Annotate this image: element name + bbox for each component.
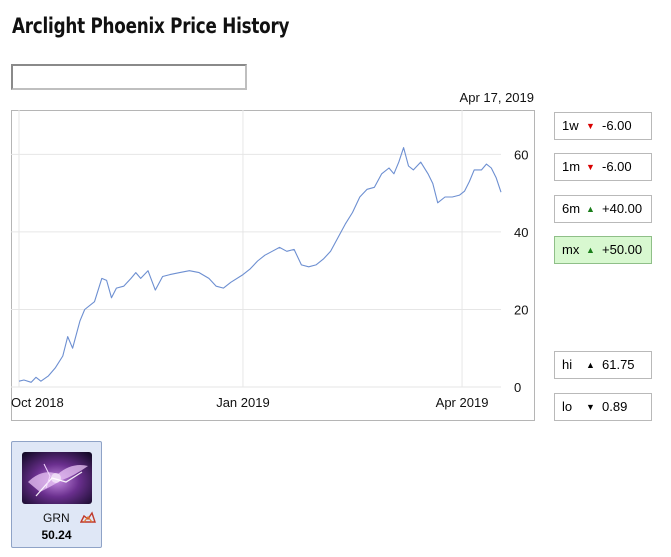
y-tick-label: 40 xyxy=(514,225,528,240)
search-input[interactable] xyxy=(11,64,247,90)
extreme-value: 61.75 xyxy=(602,357,635,372)
change-value: -6.00 xyxy=(602,159,632,174)
arrow-down-icon: ▼ xyxy=(586,162,595,172)
price-history-chart[interactable]: 0 20 40 60 Oct 2018 Jan 2019 Apr 2019 xyxy=(11,110,535,421)
x-tick-label: Apr 2019 xyxy=(436,395,489,410)
arrow-down-icon: ▼ xyxy=(586,121,595,131)
change-label: mx xyxy=(562,242,580,257)
change-value: -6.00 xyxy=(602,118,632,133)
arrow-up-icon: ▲ xyxy=(586,204,595,214)
extreme-value: 0.89 xyxy=(602,399,628,414)
printing-card[interactable]: GRN 50.24 xyxy=(11,441,102,548)
change-1m-button[interactable]: 1m ▼ -6.00 xyxy=(554,153,652,181)
arrow-up-icon: ▲ xyxy=(586,245,595,255)
price-series-line xyxy=(18,147,502,383)
change-1w-button[interactable]: 1w ▼ -6.00 xyxy=(554,112,652,140)
change-mx-button[interactable]: mx ▲ +50.00 xyxy=(554,236,652,264)
low-price-button[interactable]: lo ▼ 0.89 xyxy=(554,393,652,421)
extreme-label: lo xyxy=(562,399,573,414)
chart-date-stamp: Apr 17, 2019 xyxy=(459,90,534,105)
y-tick-label: 60 xyxy=(514,147,528,162)
change-value: +50.00 xyxy=(602,242,643,257)
card-price: 50.24 xyxy=(41,528,72,542)
set-code: GRN xyxy=(43,511,70,525)
x-tick-label: Jan 2019 xyxy=(216,395,270,410)
extreme-label: hi xyxy=(562,357,573,372)
high-price-button[interactable]: hi ▲ 61.75 xyxy=(554,351,652,379)
x-tick-label: Oct 2018 xyxy=(11,395,64,410)
change-value: +40.00 xyxy=(602,201,643,216)
phoenix-card-art-icon xyxy=(22,452,92,504)
arrow-down-icon: ▼ xyxy=(586,402,595,412)
change-label: 1w xyxy=(562,118,579,133)
arrow-up-icon: ▲ xyxy=(586,360,595,370)
guilds-of-ravnica-set-icon xyxy=(79,510,96,523)
change-6m-button[interactable]: 6m ▲ +40.00 xyxy=(554,195,652,223)
change-label: 6m xyxy=(562,201,581,216)
page-title: Arclight Phoenix Price History xyxy=(12,14,290,38)
change-label: 1m xyxy=(562,159,581,174)
y-tick-label: 20 xyxy=(514,302,528,317)
chart-frame xyxy=(11,110,535,421)
y-tick-label: 0 xyxy=(514,380,521,395)
